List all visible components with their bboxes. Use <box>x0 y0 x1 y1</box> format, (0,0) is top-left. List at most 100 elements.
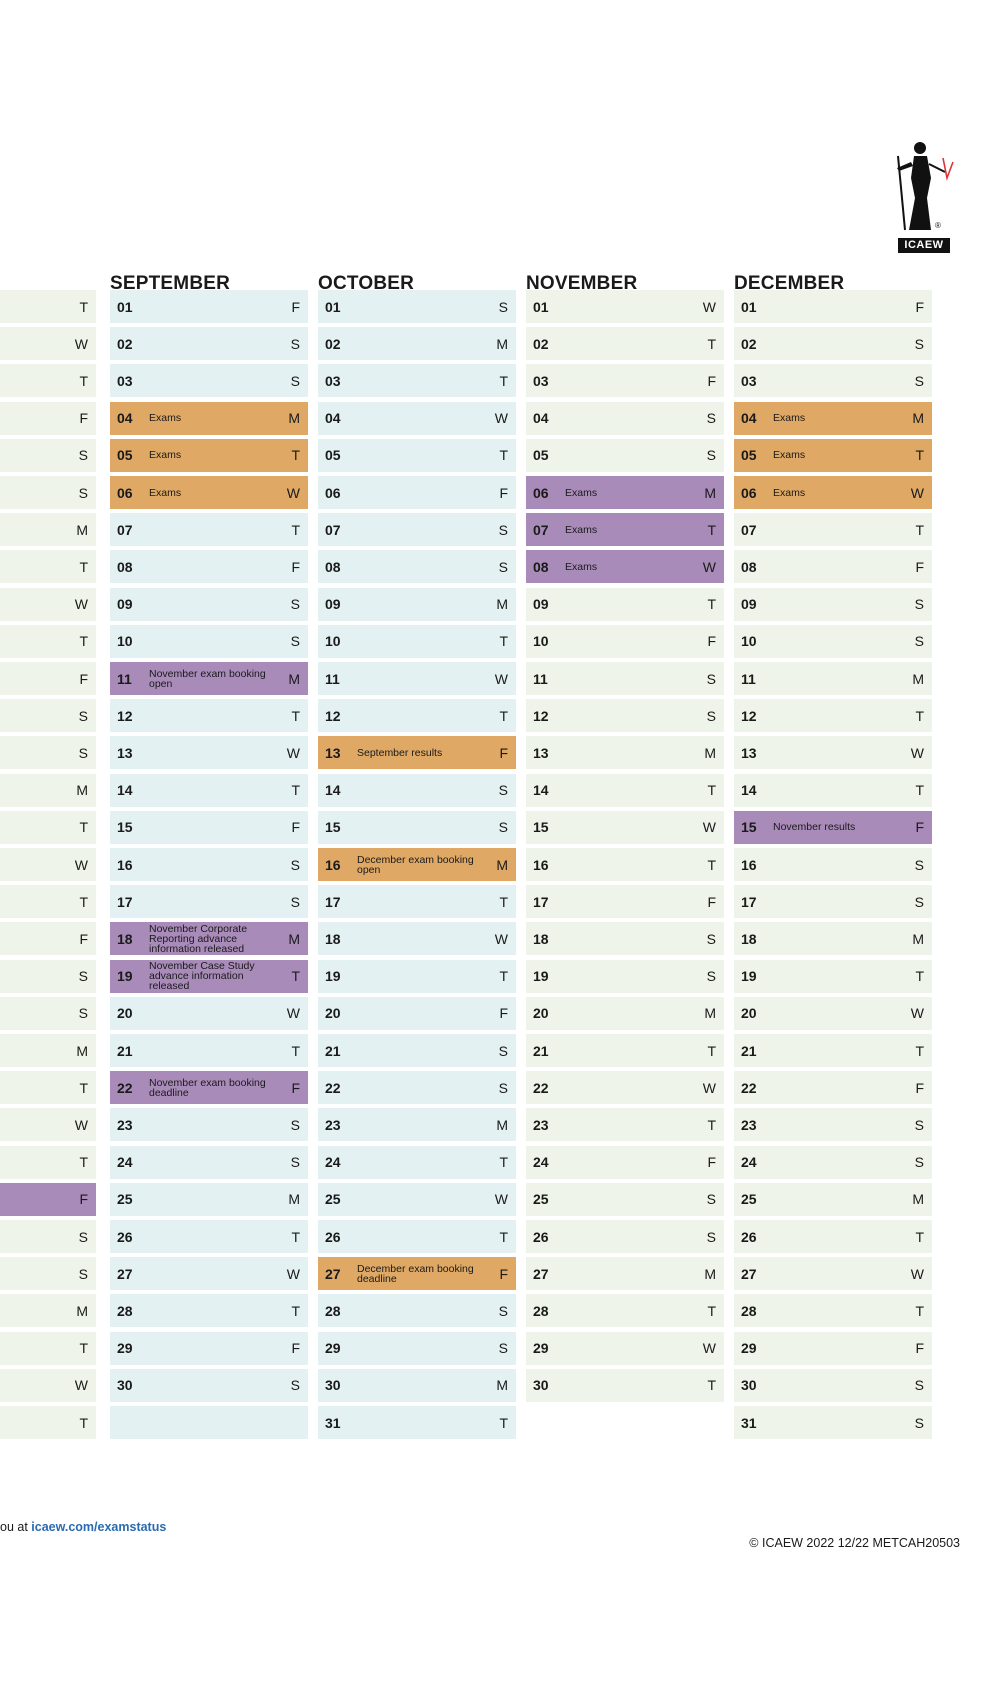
day-row: 21 T <box>110 1034 308 1067</box>
day-number: 14 <box>325 782 341 799</box>
weekday-label: S <box>498 819 508 836</box>
weekday-label: T <box>291 521 300 538</box>
day-number: 02 <box>741 335 757 352</box>
weekday-label: S <box>706 968 716 985</box>
day-row: 15 W <box>526 810 724 844</box>
day-row: 26 T <box>734 1220 932 1253</box>
exam-status-link[interactable]: icaew.com/examstatus <box>31 1520 167 1534</box>
weekday-label: T <box>499 707 508 724</box>
day-number: 26 <box>325 1228 341 1245</box>
day-number: 18 <box>741 930 757 947</box>
weekday-label: F <box>915 558 924 575</box>
weekday-label: S <box>290 1377 300 1394</box>
weekday-label: W <box>74 1116 88 1133</box>
weekday-label: W <box>494 670 508 687</box>
day-number: 10 <box>117 633 133 650</box>
svg-text:®: ® <box>935 221 941 230</box>
logo-text: ICAEW <box>898 238 950 253</box>
weekday-label: T <box>915 968 924 985</box>
weekday-label: S <box>498 558 508 575</box>
weekday-label: M <box>496 1116 508 1133</box>
day-row: 22 F <box>734 1071 932 1105</box>
day-row: 19 November Case Study advance informatio… <box>110 959 308 993</box>
weekday-label: W <box>286 744 300 761</box>
icaew-logo: ® <box>887 138 965 256</box>
weekday-label: M <box>704 744 716 761</box>
day-row: 22 W <box>526 1071 724 1105</box>
day-row: 11 M <box>734 662 932 695</box>
day-number: 02 <box>117 335 133 352</box>
weekday-label: W <box>494 1191 508 1208</box>
weekday-label: T <box>291 1042 300 1059</box>
weekday-label: T <box>707 1377 716 1394</box>
day-row: 05 T <box>318 438 516 472</box>
weekday-label: T <box>915 447 924 464</box>
weekday-label: T <box>499 1228 508 1245</box>
day-row: 21 T <box>734 1034 932 1067</box>
day-row: 13 September results F <box>318 736 516 770</box>
day-row: 30 S <box>734 1368 932 1402</box>
day-row: 12 T <box>110 699 308 733</box>
day-number: 29 <box>117 1340 133 1357</box>
weekday-label: W <box>910 1005 924 1022</box>
weekday-label: T <box>499 893 508 910</box>
day-number: 15 <box>533 819 549 836</box>
day-number: 16 <box>117 856 133 873</box>
day-number: 13 <box>117 744 133 761</box>
weekday-label: S <box>914 893 924 910</box>
weekday-label: T <box>915 1228 924 1245</box>
day-row: 07 T <box>110 513 308 547</box>
day-row: 01 S <box>318 290 516 323</box>
weekday-label: M <box>76 782 88 799</box>
prev-month-day-row: M <box>0 1034 96 1067</box>
day-row: 09 S <box>110 587 308 621</box>
weekday-label: T <box>291 707 300 724</box>
weekday-label: W <box>702 298 716 315</box>
day-row: 08 F <box>110 550 308 584</box>
event-note: December exam booking open <box>357 853 474 876</box>
day-number: 10 <box>533 633 549 650</box>
weekday-label: T <box>79 1154 88 1171</box>
prev-month-day-row: S <box>0 1220 96 1253</box>
weekday-label: W <box>494 410 508 427</box>
day-number: 30 <box>741 1377 757 1394</box>
weekday-label: T <box>291 447 300 464</box>
weekday-label: F <box>79 1191 88 1208</box>
weekday-label: W <box>74 596 88 613</box>
weekday-label: T <box>499 1414 508 1431</box>
day-row: 06 F <box>318 476 516 509</box>
day-number: 30 <box>325 1377 341 1394</box>
prev-month-day-row: S <box>0 476 96 509</box>
day-row: 22 S <box>318 1071 516 1105</box>
day-number: 18 <box>533 930 549 947</box>
weekday-label: T <box>79 1414 88 1431</box>
day-number: 21 <box>117 1042 133 1059</box>
weekday-label: S <box>498 782 508 799</box>
day-row: 27 W <box>110 1257 308 1291</box>
weekday-label: S <box>78 484 88 501</box>
day-row: 30 S <box>110 1368 308 1402</box>
weekday-label: F <box>707 633 716 650</box>
weekday-label: T <box>707 1116 716 1133</box>
day-number: 07 <box>533 521 549 538</box>
day-number: 08 <box>741 558 757 575</box>
prev-month-day-row: S <box>0 996 96 1030</box>
prev-month-day-row: T <box>0 810 96 844</box>
weekday-label: S <box>498 1042 508 1059</box>
prev-month-day-row: S <box>0 1257 96 1291</box>
prev-month-day-row: M <box>0 773 96 807</box>
day-number: 22 <box>741 1079 757 1096</box>
weekday-label: S <box>706 447 716 464</box>
day-number: 04 <box>117 410 133 427</box>
day-row: 02 T <box>526 327 724 361</box>
day-row: 13 W <box>110 736 308 770</box>
event-note: November Case Study advance information … <box>149 960 255 993</box>
day-number: 31 <box>741 1414 757 1431</box>
weekday-label: S <box>498 1302 508 1319</box>
day-number: 04 <box>325 410 341 427</box>
day-number: 20 <box>741 1005 757 1022</box>
weekday-label: S <box>290 1116 300 1133</box>
weekday-label: S <box>706 1191 716 1208</box>
day-number: 28 <box>533 1302 549 1319</box>
day-row: 25 S <box>526 1182 724 1216</box>
